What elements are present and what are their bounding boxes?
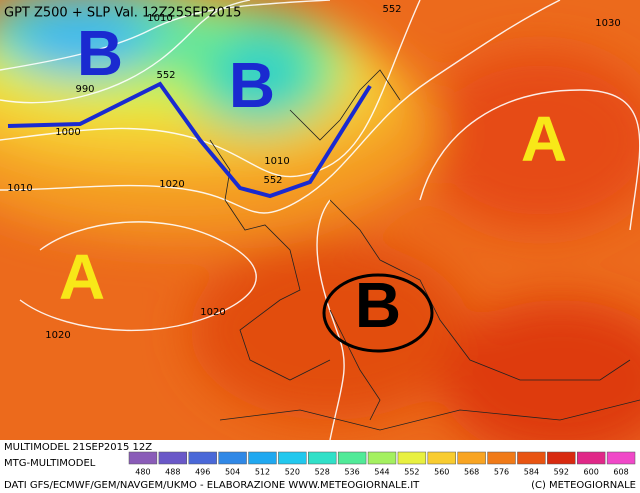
scale-label: 584 bbox=[524, 468, 539, 477]
pressure-system-letter: B bbox=[355, 269, 401, 341]
pressure-system-letter: A bbox=[59, 241, 105, 313]
isobars bbox=[0, 0, 640, 440]
scale-swatch bbox=[397, 451, 427, 465]
scale-label: 560 bbox=[434, 468, 449, 477]
scale-label: 536 bbox=[344, 468, 359, 477]
scale-label: 496 bbox=[195, 468, 210, 477]
scale-swatch bbox=[308, 451, 337, 465]
scale-swatch bbox=[576, 451, 606, 465]
scale-label: 544 bbox=[374, 468, 389, 477]
scale-swatch bbox=[337, 451, 367, 465]
run-label: MULTIMODEL 21SEP2015 12Z bbox=[4, 442, 152, 453]
scale-swatch bbox=[517, 451, 546, 465]
pressure-systems: B B A A B bbox=[59, 17, 567, 341]
scale-label: 600 bbox=[584, 468, 599, 477]
scale-label: 592 bbox=[554, 468, 569, 477]
scale-swatch bbox=[367, 451, 397, 465]
footer-panel bbox=[0, 440, 640, 493]
contour-label: 552 bbox=[263, 175, 282, 186]
scale-label: 568 bbox=[464, 468, 479, 477]
scale-swatch bbox=[487, 451, 516, 465]
scale-swatch bbox=[218, 451, 247, 465]
scale-swatch bbox=[606, 451, 636, 465]
contour-label: 1020 bbox=[200, 307, 225, 318]
map-title: GPT Z500 + SLP Val. 12Z25SEP2015 bbox=[4, 6, 241, 21]
scale-swatch bbox=[457, 451, 486, 465]
contour-label: 1010 bbox=[264, 156, 289, 167]
trough-axis bbox=[7, 81, 372, 199]
scale-swatch bbox=[128, 451, 158, 465]
pressure-system-letter: B bbox=[229, 49, 275, 121]
credits: DATI GFS/ECMWF/GEM/NAVGEM/UKMO - ELABORA… bbox=[4, 480, 420, 491]
scale-swatch bbox=[158, 451, 188, 465]
height-field: B B A A B 1010 552 1030 990 552 1000 1010 1020 1010 5… bbox=[0, 0, 640, 440]
pressure-system-letter: B bbox=[77, 17, 123, 89]
scale-swatch bbox=[188, 451, 217, 465]
contour-label: 1010 bbox=[7, 183, 32, 194]
scale-label: 520 bbox=[285, 468, 300, 477]
contour-labels: 1010 552 1030 990 552 1000 1010 1020 1010 552 1020… bbox=[7, 4, 620, 341]
coastlines bbox=[209, 69, 640, 431]
scale-label: 488 bbox=[165, 468, 180, 477]
scale-swatch bbox=[547, 451, 576, 465]
contour-label: 1030 bbox=[595, 18, 620, 29]
contour-label: 552 bbox=[382, 4, 401, 15]
copyright: (C) METEOGIORNALE bbox=[531, 480, 636, 491]
scale-label: 528 bbox=[315, 468, 330, 477]
contour-label: 1010 bbox=[147, 13, 172, 24]
scale-swatch bbox=[278, 451, 307, 465]
scale-label: 512 bbox=[255, 468, 270, 477]
scale-label: 576 bbox=[494, 468, 509, 477]
pressure-system-letter: A bbox=[521, 103, 567, 175]
scale-label: 552 bbox=[404, 468, 419, 477]
scale-label: 608 bbox=[613, 468, 628, 477]
color-scale: 480 488 496 504 512 520 528 536 544 552 560 568 576 5… bbox=[128, 451, 636, 477]
contour-label: 1020 bbox=[159, 179, 184, 190]
contour-label: 1020 bbox=[45, 330, 70, 341]
contour-label: 990 bbox=[75, 84, 94, 95]
scale-label: 480 bbox=[135, 468, 150, 477]
scale-swatch bbox=[248, 451, 277, 465]
cut-off-low-outline bbox=[322, 273, 434, 353]
scale-label: 504 bbox=[225, 468, 240, 477]
contour-label: 552 bbox=[156, 70, 175, 81]
contour-label: 1000 bbox=[55, 127, 80, 138]
model-label: MTG-MULTIMODEL bbox=[4, 458, 96, 469]
scale-swatch bbox=[427, 451, 456, 465]
